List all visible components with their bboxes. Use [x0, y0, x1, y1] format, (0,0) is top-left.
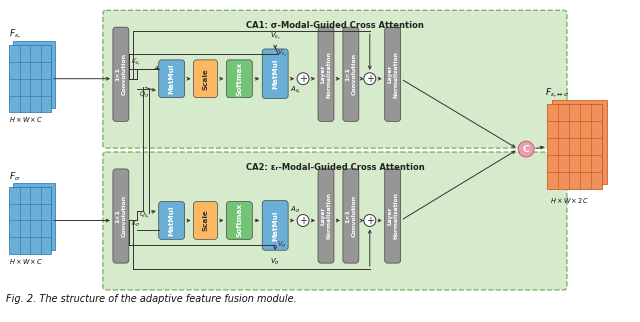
FancyBboxPatch shape [193, 202, 218, 239]
FancyBboxPatch shape [103, 152, 567, 290]
Text: $K_{\sigma}$: $K_{\sigma}$ [131, 219, 140, 229]
Text: $V_{\sigma}$: $V_{\sigma}$ [270, 257, 280, 267]
Bar [547, 105, 602, 189]
FancyBboxPatch shape [113, 169, 129, 263]
FancyBboxPatch shape [227, 202, 252, 239]
Text: +: + [366, 216, 374, 226]
Text: Fig. 2. The structure of the adaptive feature fusion module.: Fig. 2. The structure of the adaptive fe… [6, 294, 297, 304]
Text: $H\times W\times 2C$: $H\times W\times 2C$ [550, 196, 589, 205]
Text: $F_{\varepsilon_r}$: $F_{\varepsilon_r}$ [10, 27, 22, 41]
Circle shape [518, 141, 534, 157]
Text: Layer
Normalization: Layer Normalization [321, 193, 332, 240]
Text: $H\times W\times C$: $H\times W\times C$ [10, 115, 44, 124]
Text: $A_{\sigma}$: $A_{\sigma}$ [290, 204, 301, 214]
Text: +: + [366, 74, 374, 84]
FancyBboxPatch shape [103, 10, 567, 148]
FancyBboxPatch shape [193, 60, 218, 98]
Text: Softmax: Softmax [236, 62, 243, 96]
FancyBboxPatch shape [385, 27, 401, 121]
Text: $Q_{\varepsilon_r}$: $Q_{\varepsilon_r}$ [139, 210, 150, 221]
Text: Layer
Normalization: Layer Normalization [321, 51, 332, 98]
Text: MatMul: MatMul [272, 59, 278, 89]
Bar [13, 41, 55, 109]
Text: 1×1
Convolution: 1×1 Convolution [346, 53, 356, 95]
Text: Softmax: Softmax [236, 204, 243, 238]
Bar [10, 45, 51, 112]
Text: $H\times W\times C$: $H\times W\times C$ [10, 257, 44, 266]
FancyBboxPatch shape [159, 202, 184, 239]
Text: $F_{\varepsilon_r\leftrightarrow\sigma}$: $F_{\varepsilon_r\leftrightarrow\sigma}$ [545, 86, 570, 99]
Text: Layer
Normalization: Layer Normalization [387, 193, 398, 240]
Text: $K_{\varepsilon_r}$: $K_{\varepsilon_r}$ [131, 57, 141, 68]
Text: $V_{\varepsilon_r}$: $V_{\varepsilon_r}$ [269, 31, 281, 42]
FancyBboxPatch shape [318, 169, 334, 263]
Text: $F_{\sigma}$: $F_{\sigma}$ [10, 170, 20, 183]
Text: $V_{\sigma}$: $V_{\sigma}$ [277, 240, 287, 251]
Circle shape [364, 73, 376, 85]
FancyBboxPatch shape [113, 27, 129, 121]
Circle shape [297, 214, 309, 226]
Circle shape [364, 214, 376, 226]
FancyBboxPatch shape [262, 201, 288, 250]
Text: CA2: εᵣ-Modal-Guided Cross Attention: CA2: εᵣ-Modal-Guided Cross Attention [246, 163, 424, 172]
Text: MatMul: MatMul [169, 205, 175, 236]
FancyBboxPatch shape [159, 60, 184, 98]
FancyBboxPatch shape [318, 27, 334, 121]
FancyBboxPatch shape [343, 27, 359, 121]
Text: 1×1
Convolution: 1×1 Convolution [115, 53, 126, 95]
FancyBboxPatch shape [343, 169, 359, 263]
Text: MatMul: MatMul [169, 63, 175, 94]
Text: 1×1
Convolution: 1×1 Convolution [346, 195, 356, 237]
Bar [13, 183, 55, 250]
FancyBboxPatch shape [385, 169, 401, 263]
Text: MatMul: MatMul [272, 210, 278, 241]
Text: CA1: σ-Modal-Guided Cross Attention: CA1: σ-Modal-Guided Cross Attention [246, 21, 424, 30]
Text: Scale: Scale [202, 68, 209, 90]
Text: Layer
Normalization: Layer Normalization [387, 51, 398, 98]
Text: Scale: Scale [202, 210, 209, 232]
Text: $V_{\varepsilon_r}$: $V_{\varepsilon_r}$ [277, 48, 288, 60]
Text: C: C [523, 145, 529, 154]
Text: +: + [299, 216, 307, 226]
Bar [10, 187, 51, 254]
Circle shape [297, 73, 309, 85]
Text: $Q_{\sigma}$: $Q_{\sigma}$ [139, 90, 149, 100]
Text: $A_{\varepsilon_r}$: $A_{\varepsilon_r}$ [290, 85, 301, 96]
FancyBboxPatch shape [227, 60, 252, 98]
Text: +: + [299, 74, 307, 84]
FancyBboxPatch shape [262, 49, 288, 99]
Bar [552, 99, 607, 184]
Text: 1×1
Convolution: 1×1 Convolution [115, 195, 126, 237]
